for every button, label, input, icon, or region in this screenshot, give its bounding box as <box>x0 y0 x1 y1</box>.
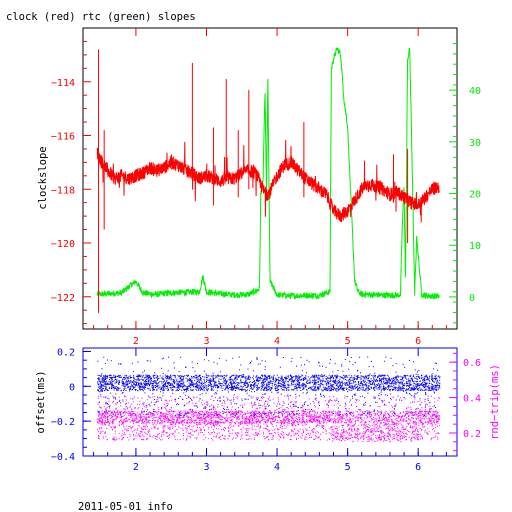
top-y2-tick-label: 0 <box>469 293 475 304</box>
bottom-y2-tick-label: 0.6 <box>463 358 481 369</box>
bottom-x-tick-label: 6 <box>415 462 421 473</box>
top-x-tick-label: 4 <box>274 336 280 347</box>
top-y-tick-label: −116 <box>51 132 75 143</box>
offset-scatter <box>97 356 441 417</box>
round-trip-scatter <box>97 395 441 443</box>
rtc-slope-line <box>96 46 440 300</box>
top-plot-frame <box>82 27 458 330</box>
top-chart-title: clock (red) rtc (green) slopes <box>6 11 196 23</box>
bottom-bottom-axis: 2 3 4 5 6 <box>93 348 447 473</box>
bottom-x-tick-label: 3 <box>203 462 209 473</box>
bottom-y-tick-label: 0 <box>69 382 75 393</box>
top-x-tick-label: 5 <box>345 336 351 347</box>
top-x-tick-label: 2 <box>133 336 139 347</box>
bottom-y2-tick-label: 0.2 <box>463 429 481 440</box>
top-bottom-axis: 2 3 4 5 6 <box>93 28 447 347</box>
bottom-y2-axis-label: rnd−trip(ms) <box>489 364 501 440</box>
bottom-y-tick-label: −0.2 <box>51 417 75 428</box>
bottom-y2-tick-label: 0.4 <box>463 394 481 405</box>
top-y-axis-label: clockslope <box>37 146 49 209</box>
top-panel: −122 −120 −118 −116 −114 0 10 20 30 40 2 3 4 5 6 clo… <box>37 27 481 347</box>
bottom-x-tick-label: 2 <box>133 462 139 473</box>
top-series <box>96 46 440 313</box>
bottom-x-tick-label: 4 <box>274 462 280 473</box>
top-x-tick-label: 3 <box>203 336 209 347</box>
bottom-y-tick-label: 0.2 <box>57 347 75 358</box>
bottom-left-axis: 0.2 0 −0.2 −0.4 <box>51 347 91 463</box>
bottom-right-axis: 0.2 0.4 0.6 <box>449 352 481 452</box>
footer-date-info: 2011-05-01 info <box>78 501 173 512</box>
top-y-tick-label: −120 <box>51 239 75 250</box>
top-y2-tick-label: 10 <box>469 241 481 252</box>
top-left-axis: −122 −120 −118 −116 −114 <box>51 40 91 325</box>
bottom-y-tick-label: −0.4 <box>51 452 75 463</box>
top-x-tick-label: 6 <box>415 336 421 347</box>
bottom-series <box>97 356 441 443</box>
top-y-tick-label: −114 <box>51 78 75 89</box>
bottom-plot-frame <box>82 347 458 457</box>
top-y2-tick-label: 40 <box>469 86 481 97</box>
top-y2-tick-label: 30 <box>469 138 481 149</box>
top-y-tick-label: −122 <box>51 293 75 304</box>
bottom-y-axis-label: offset(ms) <box>35 370 47 433</box>
top-y-tick-label: −118 <box>51 185 75 196</box>
top-right-axis: 0 10 20 30 40 <box>449 43 481 324</box>
top-y2-tick-label: 20 <box>469 189 481 200</box>
bottom-x-tick-label: 5 <box>345 462 351 473</box>
clock-slope-line <box>96 139 440 223</box>
